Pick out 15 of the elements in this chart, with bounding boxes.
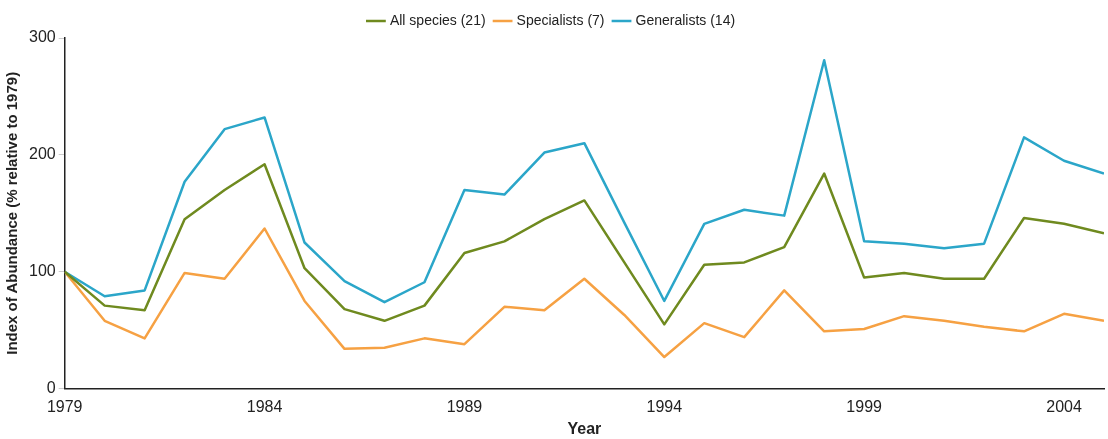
y-axis-title: Index of Abundance (% relative to 1979) <box>3 71 21 355</box>
x-tick-label: 1994 <box>646 397 683 415</box>
y-tick-label: 100 <box>28 262 56 280</box>
y-tick-label: 300 <box>28 28 56 46</box>
x-axis-title: Year <box>567 419 602 437</box>
legend-label: Specialists (7) <box>516 11 605 28</box>
x-tick-label: 2004 <box>1046 397 1082 415</box>
x-tick-label: 1984 <box>246 397 283 415</box>
x-tick-label: 1999 <box>846 397 883 415</box>
legend-label: Generalists (14) <box>635 11 736 28</box>
y-tick-label: 0 <box>46 379 56 397</box>
y-tick-label: 200 <box>28 145 56 163</box>
legend-label: All species (21) <box>389 11 486 28</box>
x-tick-label: 1989 <box>446 397 483 415</box>
x-tick-label: 1979 <box>46 397 83 415</box>
